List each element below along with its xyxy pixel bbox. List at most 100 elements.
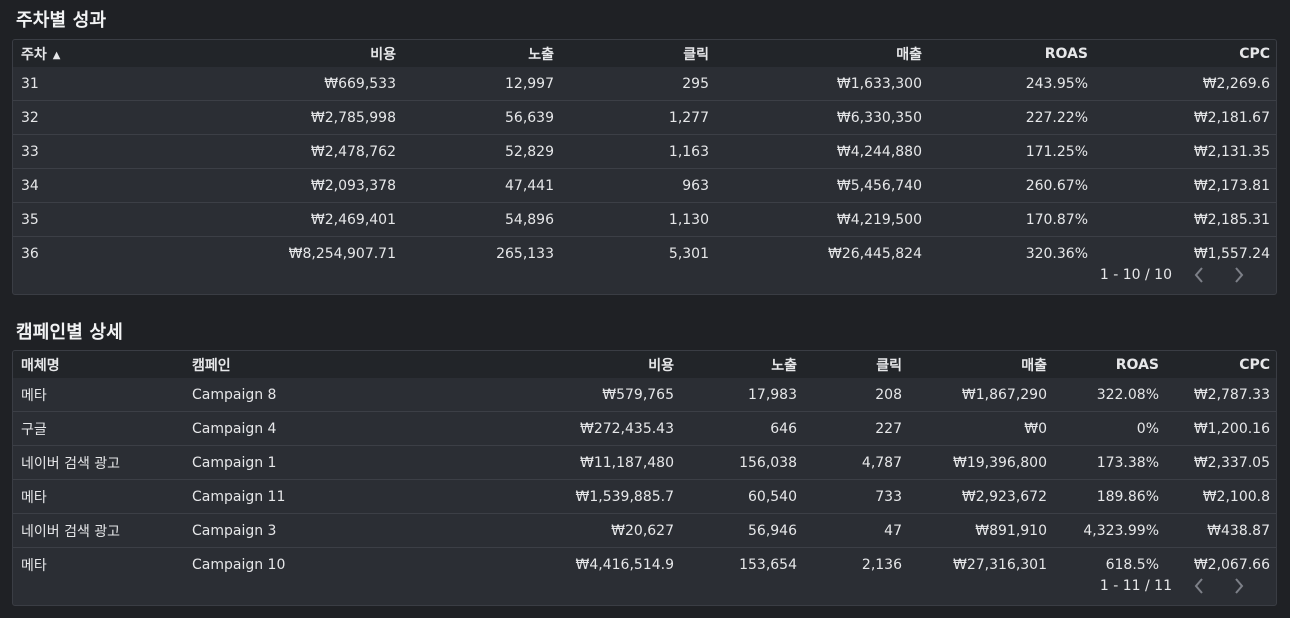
table-row[interactable]: 구글 Campaign 4 ₩272,435.43 646 227 ₩0 0% ₩1,200.… [13,411,1276,446]
table-cell: ₩20,627 [374,513,682,548]
table-cell: 170.87% [930,202,1096,237]
weekly-next-page-button[interactable] [1226,264,1252,286]
table-row[interactable]: 33 ₩2,478,762 52,829 1,163 ₩4,244,880 171.25%… [13,134,1276,169]
table-row[interactable]: 메타 Campaign 11 ₩1,539,885.7 60,540 733 ₩2,923… [13,479,1276,514]
table-cell: ₩2,923,672 [910,479,1055,514]
table-cell: 227.22% [930,100,1096,135]
table-cell: ₩27,316,301 [910,547,1055,581]
table-cell: 32 [13,100,123,135]
column-header-cpc[interactable]: CPC [1096,40,1276,67]
table-cell: 0% [1055,411,1167,446]
table-cell: ₩2,478,762 [123,134,404,169]
table-cell: 33 [13,134,123,169]
table-row[interactable]: 34 ₩2,093,378 47,441 963 ₩5,456,740 260.67% ₩2… [13,168,1276,203]
table-cell: 메타 [21,387,47,404]
table-cell: 320.36% [930,236,1096,270]
table-cell: ₩1,200.16 [1167,411,1276,446]
chevron-right-icon [1235,267,1244,283]
table-cell: 171.25% [930,134,1096,169]
campaign-pagination: 1 - 11 / 11 [1100,575,1252,597]
table-row[interactable]: 35 ₩2,469,401 54,896 1,130 ₩4,219,500 170.87%… [13,202,1276,237]
table-cell: ₩2,787.33 [1193,386,1270,403]
table-cell: 메타 [13,479,184,514]
weekly-prev-page-button[interactable] [1186,264,1212,286]
column-header-impressions[interactable]: 노출 [404,40,562,67]
table-cell: ₩2,100.8 [1167,479,1276,514]
column-header-cost[interactable]: 비용 [123,40,404,67]
campaign-prev-page-button[interactable] [1186,575,1212,597]
table-cell: 1,277 [562,100,717,135]
table-cell: 47 [805,513,910,548]
table-cell: ₩272,435.43 [374,411,682,446]
table-cell: 56,946 [682,513,805,548]
table-row[interactable]: 31 ₩669,533 12,997 295 ₩1,633,300 243.95% ₩2,2… [13,67,1276,101]
table-cell: ₩2,469,401 [123,202,404,237]
table-cell: ₩2,067.66 [1167,547,1276,581]
table-cell: ₩2,173.81 [1096,168,1276,203]
table-row[interactable]: 메타 Campaign 8 ₩579,765 17,983 208 ₩1,867,290 3… [13,378,1276,412]
campaign-header-row: 매체명 캠페인 비용 노출 클릭 매출 ROAS CPC [13,351,1276,378]
table-cell: 963 [562,168,717,203]
table-cell: ₩19,396,800 [910,445,1055,480]
table-cell: ₩11,187,480 [374,445,682,480]
table-cell: ₩0 [910,411,1055,446]
table-cell: 733 [805,479,910,514]
table-cell: ₩2,093,378 [123,168,404,203]
campaign-next-page-button[interactable] [1226,575,1252,597]
table-cell: 35 [13,202,123,237]
table-cell: Campaign 10 [184,547,374,581]
table-cell: 189.86% [1055,479,1167,514]
table-cell: Campaign 11 [184,479,374,514]
table-cell: ₩26,445,824 [717,236,930,270]
table-cell: ₩2,131.35 [1096,134,1276,169]
column-header-media[interactable]: 매체명 [13,351,184,378]
table-cell: ₩1,633,300 [836,75,922,92]
table-row[interactable]: 36 ₩8,254,907.71 265,133 5,301 ₩26,445,824 32… [13,236,1276,270]
table-cell: 4,787 [805,445,910,480]
table-row[interactable]: 메타 Campaign 10 ₩4,416,514.9 153,654 2,136 ₩27… [13,547,1276,581]
table-cell: 173.38% [1055,445,1167,480]
table-row[interactable]: 네이버 검색 광고 Campaign 1 ₩11,187,480 156,038 4,7… [13,445,1276,480]
column-header-revenue[interactable]: 매출 [717,40,930,67]
table-row[interactable]: 네이버 검색 광고 Campaign 3 ₩20,627 56,946 47 ₩891,9… [13,513,1276,548]
table-cell: Campaign 4 [184,411,374,446]
table-cell: ₩1,557.24 [1096,236,1276,270]
column-header-campaign[interactable]: 캠페인 [184,351,374,378]
table-cell: 54,896 [404,202,562,237]
table-cell: 1,130 [562,202,717,237]
table-cell: ₩4,219,500 [717,202,930,237]
column-header-impressions[interactable]: 노출 [682,351,805,378]
table-cell: 295 [682,75,709,92]
table-cell: ₩891,910 [910,513,1055,548]
weekly-header-row: 주차 ▲ 비용 노출 클릭 매출 ROAS CPC [13,40,1276,67]
column-header-cost[interactable]: 비용 [374,351,682,378]
weekly-table: 주차 ▲ 비용 노출 클릭 매출 ROAS CPC 31 ₩669,533 12,99… [13,40,1276,270]
table-cell: ₩6,330,350 [717,100,930,135]
table-cell: ₩5,456,740 [717,168,930,203]
table-cell: 네이버 검색 광고 [13,445,184,480]
table-cell: 322.08% [1096,386,1159,403]
weekly-section-title: 주차별 성과 [16,10,107,31]
column-header-cpc[interactable]: CPC [1167,351,1276,378]
table-cell: ₩1,539,885.7 [374,479,682,514]
chevron-right-icon [1235,578,1244,594]
campaign-table: 매체명 캠페인 비용 노출 클릭 매출 ROAS CPC 메타 Campaign … [13,351,1276,581]
column-header-roas[interactable]: ROAS [930,40,1096,67]
column-header-clicks[interactable]: 클릭 [805,351,910,378]
table-cell: ₩669,533 [324,75,396,92]
table-cell: Campaign 1 [184,445,374,480]
column-header-clicks[interactable]: 클릭 [562,40,717,67]
table-cell: 34 [13,168,123,203]
table-cell: 12,997 [505,75,554,92]
table-cell: ₩579,765 [602,386,674,403]
table-cell: ₩2,185.31 [1096,202,1276,237]
column-header-roas[interactable]: ROAS [1055,351,1167,378]
campaign-page-info: 1 - 11 / 11 [1099,578,1172,594]
column-header-week[interactable]: 주차 ▲ [13,40,123,67]
table-row[interactable]: 32 ₩2,785,998 56,639 1,277 ₩6,330,350 227.22%… [13,100,1276,135]
table-cell: ₩4,244,880 [717,134,930,169]
table-cell: 36 [13,236,123,270]
column-header-revenue[interactable]: 매출 [910,351,1055,378]
chevron-left-icon [1194,267,1203,283]
table-cell: 60,540 [682,479,805,514]
